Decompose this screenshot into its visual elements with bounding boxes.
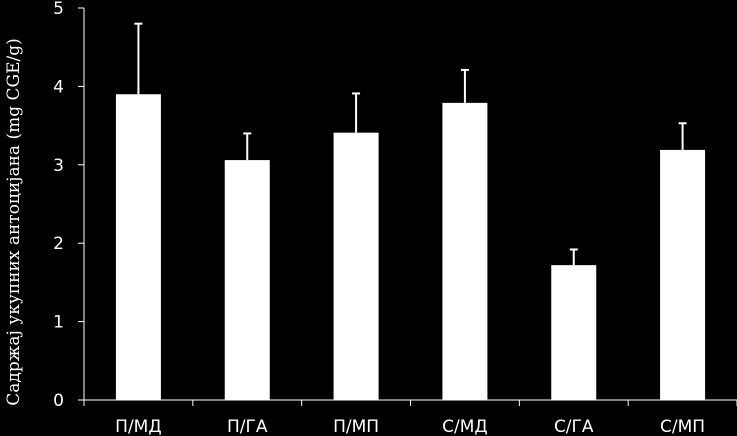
bar (442, 102, 488, 400)
bar (660, 149, 706, 400)
error-bars (134, 22, 687, 266)
axes (83, 8, 737, 406)
y-tick-label: 3 (53, 156, 64, 176)
y-axis-label: Садржај укупних антоцијана (mg CGE/g) (4, 38, 24, 405)
bar (551, 265, 597, 400)
x-tick-label: П/МП (333, 417, 379, 436)
x-tick-label: С/МД (442, 417, 488, 436)
y-tick-label: 2 (53, 234, 64, 254)
bars (115, 94, 706, 401)
bar (115, 94, 161, 401)
x-tick-label: С/ГА (554, 417, 594, 436)
bar (333, 132, 379, 400)
y-tick-label: 1 (53, 313, 64, 333)
y-tick-label: 0 (53, 391, 64, 411)
x-tick-labels: П/МД П/ГА П/МП С/МД С/ГА С/МП (115, 417, 705, 436)
bar (224, 160, 270, 400)
x-tick-label: С/МП (660, 417, 705, 436)
y-tick-label: 5 (53, 0, 64, 19)
x-tick-label: П/МД (115, 417, 161, 436)
y-ticks: 0 1 2 3 4 5 (53, 0, 84, 411)
y-tick-label: 4 (53, 77, 64, 97)
x-tick-label: П/ГА (227, 417, 268, 436)
